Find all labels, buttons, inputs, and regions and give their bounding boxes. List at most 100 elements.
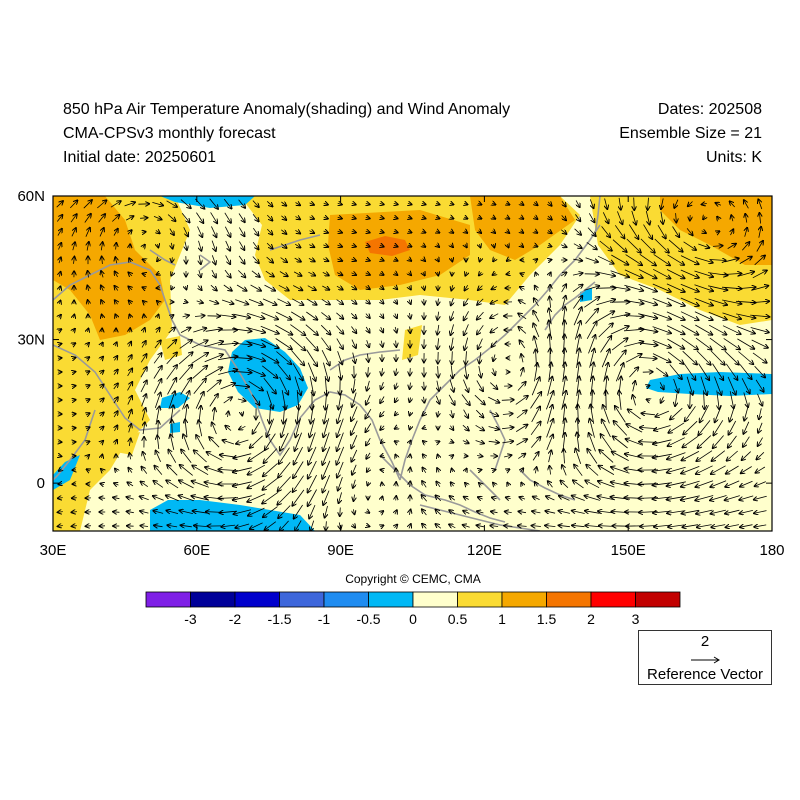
wind-arrow xyxy=(223,397,233,404)
wind-arrow xyxy=(478,203,482,205)
wind-arrow xyxy=(561,230,566,234)
wind-arrow xyxy=(696,350,711,365)
wind-arrow xyxy=(165,495,179,502)
wind-arrow xyxy=(672,226,680,238)
wind-arrow xyxy=(178,495,194,502)
wind-arrow xyxy=(281,216,286,220)
wind-arrow xyxy=(479,366,481,378)
wind-arrow xyxy=(708,285,728,290)
wind-arrow xyxy=(276,311,292,320)
wind-arrow xyxy=(295,230,300,233)
wind-arrow xyxy=(279,376,289,395)
wind-arrow xyxy=(366,287,371,290)
wind-arrow xyxy=(306,349,318,367)
colorbar-swatch xyxy=(368,591,414,608)
wind-arrow xyxy=(325,389,327,410)
wind-arrow xyxy=(722,299,742,304)
wind-arrow xyxy=(534,245,538,247)
wind-arrow xyxy=(114,286,118,291)
wind-arrow xyxy=(619,390,621,410)
wind-arrow xyxy=(729,391,734,409)
wind-arrow xyxy=(157,301,160,304)
wind-arrow xyxy=(717,390,719,410)
wind-arrow xyxy=(209,300,218,303)
wind-arrow xyxy=(534,203,538,206)
wind-arrow xyxy=(266,201,273,206)
wind-arrow xyxy=(586,321,597,339)
wind-arrow xyxy=(353,494,354,502)
wind-arrow xyxy=(292,298,304,305)
wind-arrow xyxy=(590,199,593,208)
wind-arrow xyxy=(409,312,410,319)
wind-arrow xyxy=(534,298,539,307)
wind-arrow xyxy=(685,406,696,421)
wind-arrow xyxy=(409,412,410,416)
wind-arrow xyxy=(143,328,145,333)
wind-arrow xyxy=(153,216,162,219)
wind-arrow xyxy=(731,229,734,236)
wind-arrow xyxy=(559,496,570,501)
wind-arrow xyxy=(506,203,510,205)
wind-arrow xyxy=(712,363,724,381)
wind-arrow xyxy=(101,285,104,292)
wind-arrow xyxy=(153,481,164,488)
wind-arrow xyxy=(380,217,384,218)
wind-arrow xyxy=(638,284,658,291)
wind-arrow xyxy=(394,441,397,443)
wind-arrow xyxy=(72,400,76,401)
wind-arrow xyxy=(126,216,134,221)
wind-arrow xyxy=(758,199,763,210)
wind-arrow xyxy=(58,456,62,457)
wind-arrow xyxy=(366,231,370,232)
wind-arrow xyxy=(661,396,664,404)
wind-arrow xyxy=(280,257,288,263)
wind-arrow xyxy=(452,258,453,262)
wind-arrow xyxy=(166,365,178,380)
wind-arrow xyxy=(305,324,318,336)
wind-arrow xyxy=(307,474,317,493)
wind-arrow xyxy=(520,273,524,275)
wind-arrow xyxy=(723,338,741,349)
wind-arrow xyxy=(516,439,528,446)
wind-arrow xyxy=(233,313,250,318)
wind-arrow xyxy=(140,481,149,488)
wind-arrow xyxy=(321,298,330,304)
wind-arrow xyxy=(184,301,188,302)
wind-arrow xyxy=(353,378,355,393)
wind-arrow xyxy=(308,460,317,479)
wind-arrow xyxy=(757,393,763,406)
wind-arrow xyxy=(438,298,439,306)
wind-arrow xyxy=(114,228,118,236)
wind-arrow xyxy=(464,324,469,335)
wind-arrow xyxy=(260,339,279,348)
wind-arrow xyxy=(759,226,761,238)
wind-arrow xyxy=(652,326,672,334)
wind-arrow xyxy=(422,481,427,488)
wind-arrow xyxy=(213,408,215,421)
wind-arrow xyxy=(281,230,286,234)
wind-arrow xyxy=(584,496,601,501)
wind-arrow xyxy=(183,227,189,236)
cold-patch-arabian-sea xyxy=(170,422,180,433)
wind-arrow xyxy=(366,326,370,333)
wind-arrow xyxy=(293,461,304,479)
wind-arrow xyxy=(728,435,737,448)
wind-arrow xyxy=(100,384,104,388)
wind-arrow xyxy=(408,245,412,247)
wind-arrow xyxy=(199,255,201,264)
wind-arrow xyxy=(745,213,747,223)
wind-arrow xyxy=(562,465,567,476)
wind-arrow xyxy=(535,482,538,487)
wind-arrow xyxy=(610,326,629,335)
wind-arrow xyxy=(479,231,482,234)
wind-arrow xyxy=(477,311,484,320)
wind-arrow xyxy=(263,463,278,476)
wind-arrow xyxy=(380,273,384,275)
wind-arrow xyxy=(531,377,540,396)
wind-arrow xyxy=(223,284,232,291)
wind-arrow xyxy=(224,226,230,238)
wind-arrow xyxy=(261,312,279,320)
wind-arrow xyxy=(212,255,215,265)
wind-arrow xyxy=(422,217,426,218)
wind-arrow xyxy=(130,244,131,248)
